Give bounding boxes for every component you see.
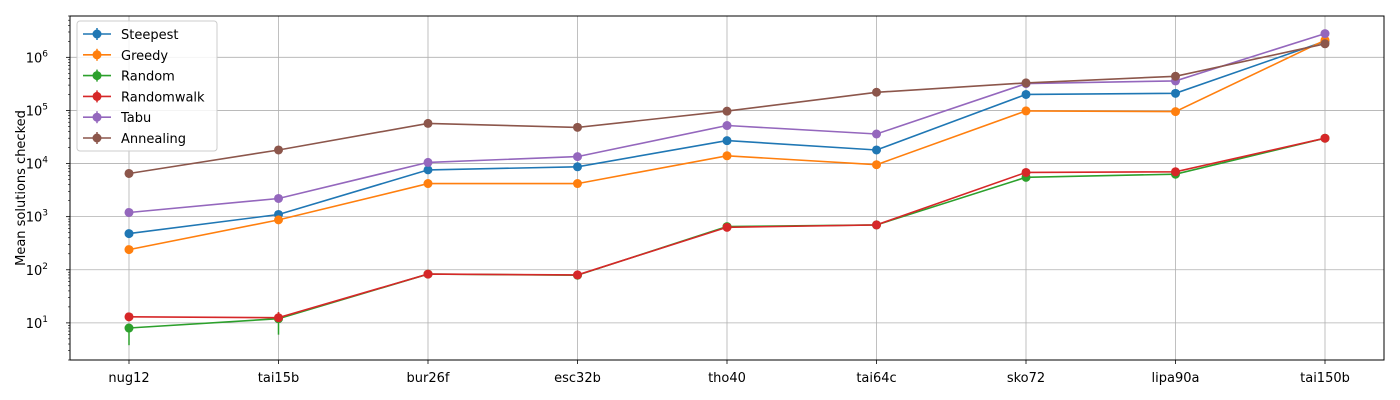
y-tick-label: 104 — [26, 156, 49, 173]
legend-entry: Random — [83, 69, 175, 85]
legend-marker — [92, 91, 102, 101]
data-point — [872, 145, 881, 155]
x-axis-ticks: nug12 tai15b bur26f esc32b tho40 tai64c sko72 l… — [108, 360, 1350, 386]
legend-marker — [92, 50, 102, 60]
x-tick-label: lipa90a — [1152, 371, 1200, 386]
data-point — [722, 136, 732, 146]
data-point — [423, 118, 433, 128]
data-point — [1021, 78, 1031, 88]
x-tick-label: tai150b — [1300, 371, 1350, 386]
x-tick-label: sko72 — [1007, 371, 1045, 386]
y-axis-label: Mean solutions checked — [14, 110, 29, 266]
data-point — [1320, 39, 1330, 49]
data-point — [423, 269, 433, 279]
data-point — [124, 207, 134, 217]
data-point — [124, 245, 134, 255]
legend-label: Annealing — [121, 132, 186, 147]
data-point — [722, 151, 732, 161]
data-point — [1171, 71, 1180, 81]
y-tick-base: 10 — [26, 104, 43, 119]
series-annealing — [124, 39, 1330, 178]
y-tick-label: 102 — [26, 262, 48, 279]
legend-marker — [92, 71, 102, 81]
data-point — [722, 222, 732, 232]
x-tick-label: tho40 — [708, 371, 746, 386]
series-steepest — [124, 36, 1330, 239]
data-point — [124, 229, 134, 239]
legend-marker — [92, 29, 102, 39]
data-point — [1171, 88, 1180, 98]
y-tick-base: 10 — [26, 158, 43, 173]
legend-entry: Tabu — [83, 111, 151, 126]
y-tick-exponent: 6 — [42, 49, 48, 59]
series-randomwalk — [124, 133, 1330, 323]
y-tick-base: 10 — [26, 317, 43, 332]
y-tick-label: 103 — [26, 209, 48, 226]
legend-entry: Greedy — [83, 48, 168, 64]
x-tick-label: bur26f — [407, 371, 450, 386]
y-tick-base: 10 — [26, 264, 43, 279]
data-point — [722, 106, 732, 116]
data-point — [274, 215, 283, 225]
legend-label: Tabu — [120, 111, 151, 126]
x-tick-label: esc32b — [554, 371, 601, 386]
y-tick-exponent: 2 — [42, 262, 48, 272]
x-tick-label: nug12 — [108, 371, 149, 386]
data-point — [1171, 167, 1180, 177]
data-point — [872, 87, 881, 97]
data-point — [1320, 133, 1330, 143]
data-point — [423, 179, 433, 189]
data-point — [1021, 89, 1031, 99]
legend-label: Steepest — [121, 28, 178, 43]
data-point — [124, 312, 134, 322]
data-point — [872, 129, 881, 139]
y-tick-base: 10 — [26, 211, 43, 226]
y-tick-label: 105 — [26, 102, 48, 119]
data-point — [124, 323, 134, 333]
y-tick-label: 106 — [26, 49, 49, 66]
legend-entry: Steepest — [83, 28, 178, 43]
legend-box — [76, 20, 218, 152]
y-tick-exponent: 4 — [42, 156, 48, 166]
data-point — [573, 152, 582, 162]
data-point — [1320, 29, 1330, 39]
legend-entry: Annealing — [83, 132, 186, 147]
data-point — [1171, 107, 1180, 117]
y-tick-base: 10 — [26, 51, 43, 66]
data-point — [274, 193, 283, 203]
legend-label: Random — [121, 70, 175, 85]
data-point — [423, 157, 433, 167]
y-tick-exponent: 5 — [42, 102, 48, 112]
y-tick-exponent: 1 — [42, 315, 48, 325]
data-point — [573, 270, 582, 280]
legend-marker — [92, 112, 102, 122]
legend: Steepest Greedy Random Randomwalk Tabu Anneal… — [76, 20, 218, 152]
x-tick-label: tai64c — [856, 371, 896, 386]
data-point — [124, 168, 134, 178]
legend-entry: Randomwalk — [83, 90, 205, 105]
series-greedy — [124, 35, 1330, 255]
data-point — [1021, 106, 1031, 116]
data-point — [423, 165, 433, 175]
legend-label: Greedy — [121, 49, 168, 64]
legend-marker — [92, 133, 102, 143]
data-point — [872, 220, 881, 230]
data-point — [1021, 167, 1031, 177]
data-point — [573, 122, 582, 132]
data-point — [274, 313, 283, 323]
data-point — [573, 162, 582, 172]
y-tick-exponent: 3 — [42, 209, 48, 219]
data-point — [872, 160, 881, 170]
legend-label: Randomwalk — [121, 90, 205, 105]
data-point — [722, 121, 732, 131]
series-lines — [124, 29, 1330, 333]
data-point — [274, 145, 283, 155]
x-tick-label: tai15b — [258, 371, 299, 386]
y-tick-label: 101 — [26, 315, 48, 332]
data-point — [573, 179, 582, 189]
